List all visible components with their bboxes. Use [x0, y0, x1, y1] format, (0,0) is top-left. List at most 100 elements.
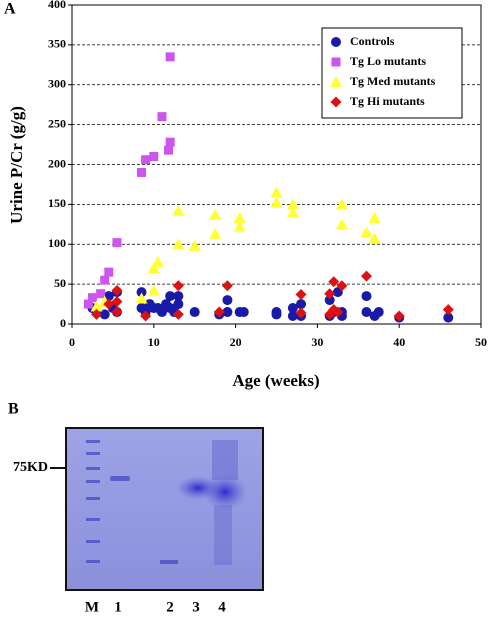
point [90, 300, 103, 312]
point [104, 267, 114, 277]
point [287, 311, 298, 322]
point [147, 262, 160, 274]
point [270, 186, 283, 198]
legend-label: Tg Hi mutants [350, 94, 425, 108]
point [328, 276, 340, 288]
point [393, 310, 405, 322]
point [360, 270, 372, 282]
point [270, 196, 283, 208]
point [83, 299, 93, 309]
size-marker: 75KD [13, 460, 48, 475]
lane-label: 4 [218, 599, 226, 615]
legend-box [321, 27, 463, 119]
legend-marker [331, 37, 341, 47]
point [172, 238, 185, 250]
point [147, 284, 160, 296]
point [135, 292, 148, 304]
point [335, 198, 348, 210]
point [233, 220, 246, 232]
point [172, 204, 185, 216]
point [136, 287, 147, 298]
point [332, 306, 344, 318]
point [137, 167, 147, 177]
point [157, 112, 167, 122]
legend-marker [330, 76, 342, 87]
legend-marker [331, 57, 341, 67]
point [103, 298, 115, 310]
point [111, 285, 123, 297]
legend-label: Controls [350, 34, 395, 48]
point [165, 137, 175, 147]
point [100, 275, 110, 285]
y-tick-label: 350 [48, 37, 66, 51]
x-tick-label: 10 [148, 335, 160, 349]
point [442, 304, 454, 316]
point [141, 155, 151, 165]
point [188, 239, 201, 251]
point [209, 208, 222, 220]
point [112, 238, 122, 248]
point [172, 308, 184, 320]
point [360, 226, 373, 238]
point [361, 291, 372, 302]
point [213, 306, 225, 318]
point [336, 280, 348, 292]
point [373, 307, 384, 318]
point [99, 309, 110, 320]
point [368, 211, 381, 223]
y-tick-label: 100 [48, 236, 66, 250]
y-tick-label: 250 [48, 116, 66, 130]
point [271, 307, 282, 318]
point [165, 291, 176, 302]
panel-label: B [8, 401, 19, 418]
x-axis-title: Age (weeks) [232, 371, 319, 390]
panel-label: A [4, 1, 16, 18]
point [209, 227, 222, 239]
plot-frame [71, 4, 482, 325]
gel-image [65, 427, 264, 591]
y-tick-label: 400 [48, 0, 66, 11]
point [238, 307, 249, 318]
point [286, 198, 299, 210]
point [149, 152, 159, 162]
y-tick-label: 0 [60, 316, 66, 330]
legend-label: Tg Med mutants [350, 74, 436, 88]
point [111, 296, 123, 308]
point [173, 299, 184, 310]
x-tick-label: 0 [69, 335, 75, 349]
x-tick-label: 50 [475, 335, 487, 349]
point [96, 289, 106, 299]
x-tick-label: 40 [393, 335, 405, 349]
point [173, 291, 184, 302]
legend-marker [330, 96, 342, 108]
legend-label: Tg Lo mutants [350, 54, 426, 68]
lane-label: M [85, 599, 99, 615]
point [361, 307, 372, 318]
point [164, 145, 174, 155]
point [87, 293, 97, 303]
point [233, 211, 246, 223]
y-tick-label: 50 [54, 276, 66, 290]
point [172, 280, 184, 292]
y-tick-label: 300 [48, 77, 66, 91]
lane-label: 3 [192, 599, 200, 615]
point [222, 307, 233, 318]
point [91, 308, 103, 320]
point [151, 255, 164, 267]
point [287, 303, 298, 314]
y-tick-label: 150 [48, 196, 66, 210]
x-tick-label: 30 [311, 335, 323, 349]
point [140, 310, 152, 322]
point [111, 306, 123, 318]
point [222, 295, 233, 306]
point [156, 307, 167, 318]
point [295, 307, 307, 319]
point [189, 307, 200, 318]
point [368, 232, 381, 244]
point [295, 288, 307, 300]
lane-label: 1 [114, 599, 122, 615]
point [165, 52, 175, 62]
y-axis-title: Urine P/Cr (g/g) [7, 106, 26, 224]
y-tick-label: 200 [48, 156, 66, 170]
